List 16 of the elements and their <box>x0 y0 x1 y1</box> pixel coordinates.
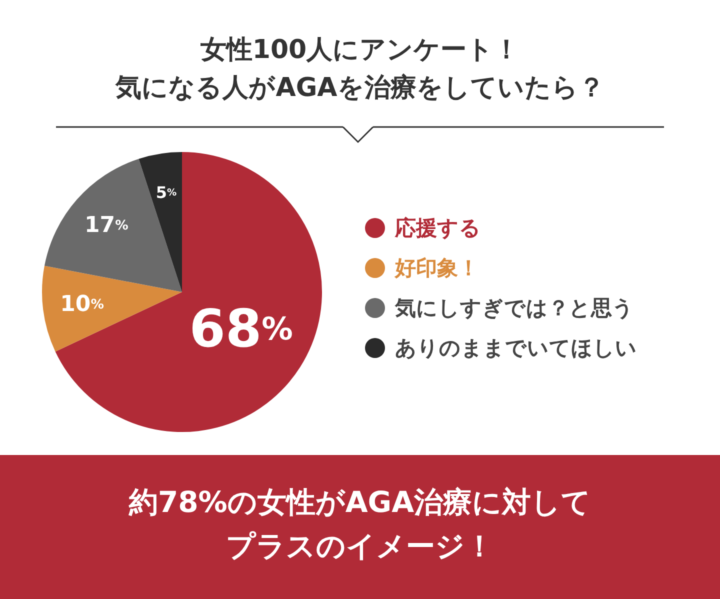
legend-label: 気にしすぎでは？と思う <box>394 296 634 320</box>
legend-label: 応援する <box>394 216 481 240</box>
pie-slice <box>42 266 182 352</box>
legend-label: ありのままでいてほしい <box>395 336 637 360</box>
data-label: 5% <box>156 182 177 202</box>
data-label: 68% <box>189 300 293 360</box>
pie-slice <box>138 152 182 292</box>
text: プラスのイメージ！ <box>226 529 494 563</box>
pie-slice <box>55 152 322 432</box>
text: 約78%の女性がAGA治療に対して <box>128 485 592 519</box>
chart-title: 女性100人にアンケート！ <box>199 35 520 65</box>
chart-subtitle: 気になる人がAGAを治療をしていたら？ <box>114 73 604 103</box>
data-label: 17% <box>84 212 128 238</box>
legend-label: 好印象！ <box>394 256 479 280</box>
pie-slice <box>44 158 182 292</box>
data-label: 10% <box>60 292 104 318</box>
